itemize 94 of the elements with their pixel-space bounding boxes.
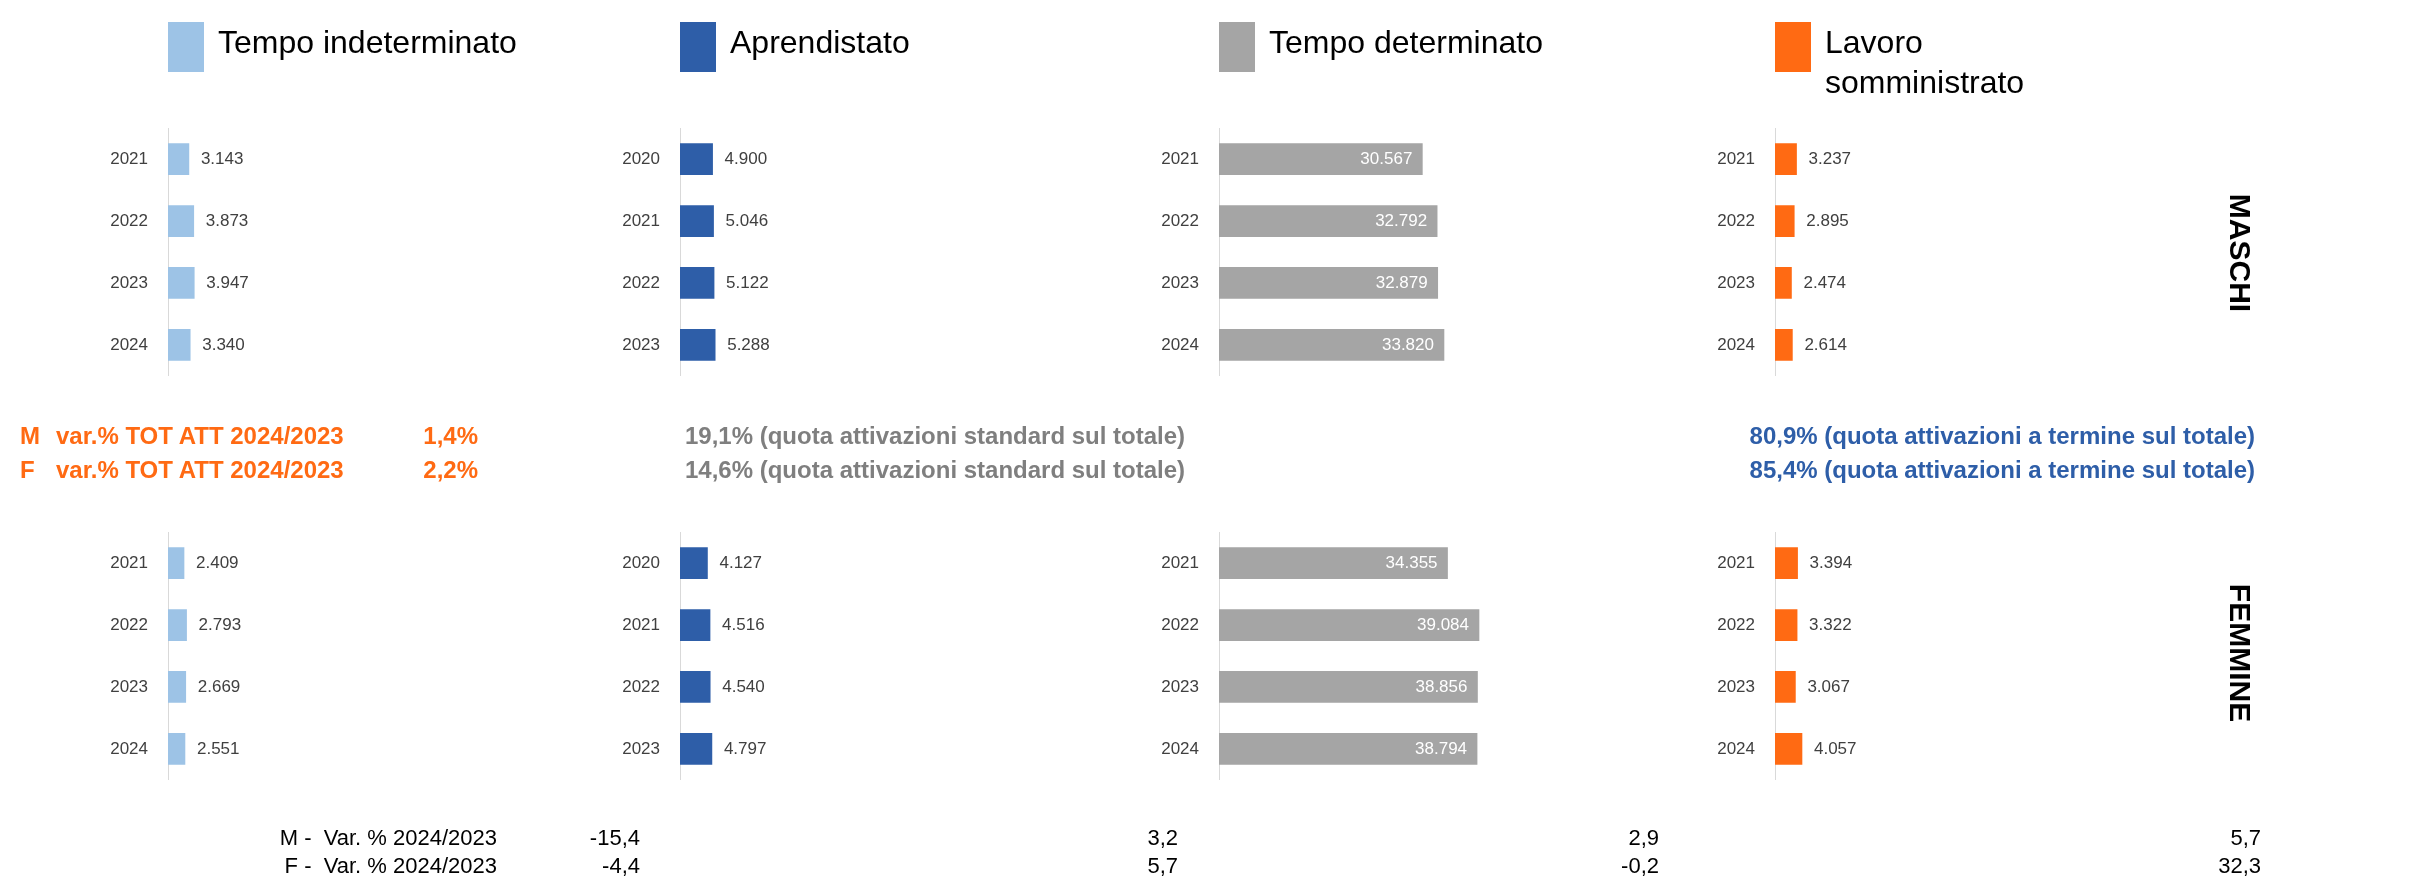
data-label: 4.900 (724, 148, 768, 168)
data-label: 4.057 (1813, 738, 1857, 758)
legend-label: Tempo indeterminato (218, 23, 517, 62)
data-label: 38.856 (1415, 676, 1468, 696)
y-tick-label: 2021 (110, 552, 148, 572)
y-tick-label: 2024 (110, 334, 148, 354)
y-tick-label: 2023 (1161, 272, 1199, 292)
text: MASCHI (2223, 193, 2257, 313)
data-label: 3.873 (205, 210, 249, 230)
bar (1775, 547, 1798, 579)
data-label: 32.792 (1375, 210, 1428, 230)
y-tick-label: 2023 (1717, 676, 1755, 696)
y-tick-label: 2024 (1161, 334, 1199, 354)
text: 5,7 (2230, 825, 2261, 851)
y-tick-label: 2021 (622, 210, 660, 230)
text: FEMMINE (2223, 583, 2257, 723)
text: -0,2 (1621, 853, 1659, 879)
data-label: 3.947 (206, 272, 249, 292)
legend-label: Aprendistato (730, 23, 910, 62)
y-tick-label: 2021 (1717, 552, 1755, 572)
text: 32,3 (2218, 853, 2261, 879)
text: 1,4% (423, 422, 478, 450)
text: 80,9% (quota attivazioni a termine sul totale) (1749, 422, 2255, 450)
y-tick-label: 2022 (1717, 614, 1755, 634)
data-label: 2.551 (196, 738, 240, 758)
y-tick-label: 2023 (1161, 676, 1199, 696)
text: 5,7 (1147, 853, 1178, 879)
y-tick-label: 2022 (622, 676, 660, 696)
legend-label: Lavoro somministrato (1825, 23, 2026, 102)
y-tick-label: 2021 (1717, 148, 1755, 168)
data-label: 5.288 (727, 334, 770, 354)
y-tick-label: 2021 (1161, 148, 1199, 168)
data-label: 3.237 (1808, 148, 1852, 168)
data-label: 2.895 (1806, 210, 1849, 230)
legend-label: Tempo determinato (1269, 23, 1543, 62)
data-label: 2.614 (1804, 334, 1847, 354)
data-label: 2.409 (196, 552, 239, 572)
y-tick-label: 2022 (110, 614, 148, 634)
y-tick-label: 2022 (1717, 210, 1755, 230)
text: 19,1% (quota attivazioni standard sul totale) (685, 422, 1186, 450)
text: M - Var. % 2024/2023 (279, 825, 497, 851)
data-label: 4.797 (723, 738, 767, 758)
y-tick-label: 2022 (622, 272, 660, 292)
data-label: 34.355 (1385, 552, 1438, 572)
y-tick-label: 2022 (1161, 614, 1199, 634)
text: F (20, 456, 35, 484)
data-label: 30.567 (1360, 148, 1413, 168)
data-label: 3.394 (1809, 552, 1853, 572)
y-tick-label: 2021 (1161, 552, 1199, 572)
y-tick-label: 2020 (622, 552, 660, 572)
y-tick-label: 2024 (1161, 738, 1199, 758)
data-label: 33.820 (1381, 334, 1434, 354)
y-tick-label: 2021 (110, 148, 148, 168)
data-label: 3.067 (1807, 676, 1850, 696)
y-tick-label: 2024 (110, 738, 148, 758)
data-label: 2.474 (1803, 272, 1846, 292)
text: -4,4 (602, 853, 640, 879)
data-label: 2.793 (198, 614, 242, 634)
text: 2,9 (1628, 825, 1659, 851)
text: var.% TOT ATT 2024/2023 (56, 422, 344, 450)
y-tick-label: 2023 (1717, 272, 1755, 292)
y-tick-label: 2024 (1717, 334, 1755, 354)
bar (1775, 671, 1796, 703)
text: 3,2 (1147, 825, 1178, 851)
data-label: 38.794 (1415, 738, 1468, 758)
data-label: 3.340 (202, 334, 245, 354)
text: 85,4% (quota attivazioni a termine sul totale) (1749, 456, 2255, 484)
data-label: 3.143 (200, 148, 244, 168)
text: var.% TOT ATT 2024/2023 (56, 456, 344, 484)
y-tick-label: 2023 (622, 738, 660, 758)
data-label: 2.669 (197, 676, 241, 696)
text: -15,4 (589, 825, 640, 851)
text: 2,2% (423, 456, 478, 484)
y-tick-label: 2023 (622, 334, 660, 354)
data-label: 4.540 (722, 676, 765, 696)
data-label: 4.127 (719, 552, 762, 572)
data-label: 4.516 (722, 614, 765, 634)
bar (1775, 733, 1803, 765)
bar (1775, 609, 1798, 641)
y-tick-label: 2024 (1717, 738, 1755, 758)
y-tick-label: 2023 (110, 272, 148, 292)
data-label: 5.122 (726, 272, 769, 292)
y-tick-label: 2020 (622, 148, 660, 168)
data-label: 32.879 (1375, 272, 1428, 292)
text: M (20, 422, 40, 450)
data-label: 39.084 (1417, 614, 1469, 634)
text: 14,6% (quota attivazioni standard sul totale) (685, 456, 1186, 484)
data-label: 5.046 (725, 210, 769, 230)
y-tick-label: 2022 (110, 210, 148, 230)
y-tick-label: 2021 (622, 614, 660, 634)
data-label: 3.322 (1809, 614, 1852, 634)
y-tick-label: 2022 (1161, 210, 1199, 230)
text: F - Var. % 2024/2023 (284, 853, 497, 879)
y-tick-label: 2023 (110, 676, 148, 696)
